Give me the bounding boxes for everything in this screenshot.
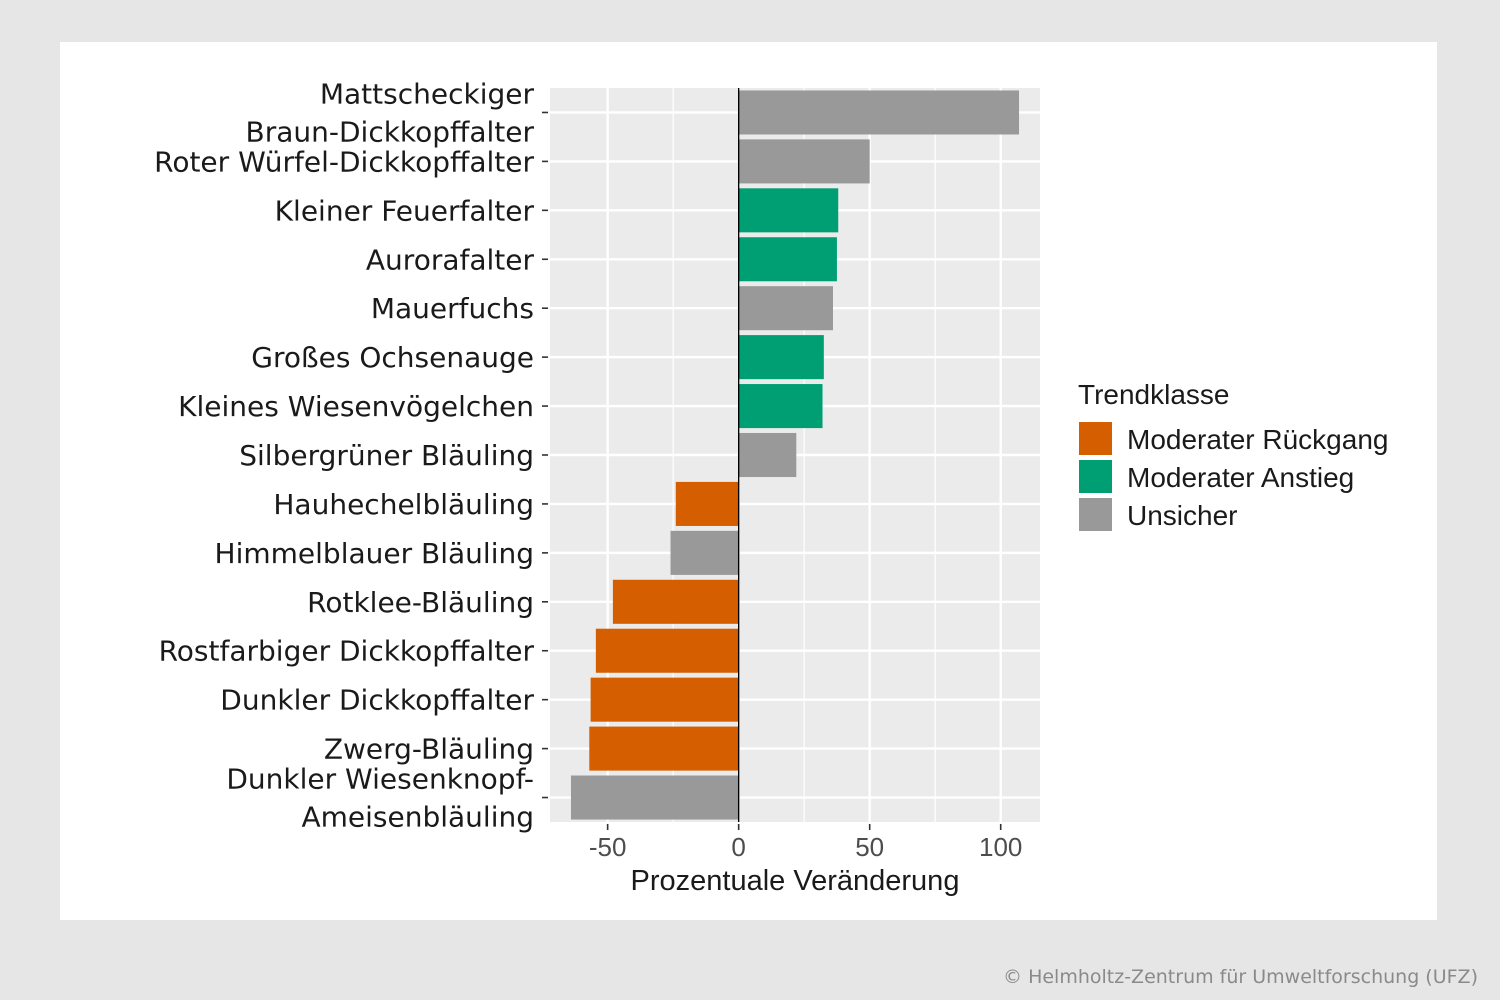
legend: Trendklasse Moderater Rückgang Moderater … — [1077, 379, 1388, 533]
legend-key-anstieg — [1077, 458, 1114, 495]
y-tick-label: Dunkler Wiesenknopf- — [226, 763, 534, 796]
y-tick-label: Zwerg-Bläuling — [324, 733, 534, 766]
y-tick-label: Aurorafalter — [366, 243, 535, 276]
y-tick-label: Mauerfuchs — [371, 292, 534, 325]
legend-label-rueckgang: Moderater Rückgang — [1127, 424, 1388, 455]
y-tick-label: Ameisenbläuling — [301, 801, 534, 834]
y-axis: Mattscheckiger Braun-DickkopffalterRoter … — [154, 77, 548, 834]
y-tick-label: Silbergrüner Bläuling — [239, 439, 534, 472]
bar — [738, 90, 1020, 135]
x-tick-label: -50 — [589, 832, 627, 862]
y-tick-label: Himmelblauer Bläuling — [215, 537, 534, 570]
copyright-notice: © Helmholtz-Zentrum für Umweltforschung … — [1003, 966, 1478, 988]
bar — [738, 432, 797, 478]
y-tick-label: Dunkler Dickkopffalter — [220, 684, 534, 717]
x-axis: -50 0 50 100 — [589, 824, 1022, 862]
y-tick-label: Hauhechelbläuling — [273, 488, 534, 521]
chart-card: Mattscheckiger Braun-Dickkopffalter Roter … — [60, 42, 1437, 920]
x-tick-label: 0 — [731, 832, 745, 862]
y-tick-label: Braun-Dickkopffalter — [246, 115, 535, 148]
bar — [670, 530, 739, 575]
bar — [738, 188, 839, 233]
bar — [675, 481, 739, 526]
legend-key-unsicher — [1077, 496, 1114, 533]
legend-label-unsicher: Unsicher — [1127, 500, 1237, 531]
bar — [738, 139, 870, 184]
x-tick-label: 50 — [855, 832, 884, 862]
bar — [570, 775, 739, 820]
y-tick-label: Rostfarbiger Dickkopffalter — [159, 635, 535, 668]
bars — [570, 90, 1020, 820]
y-tick-label: Kleiner Feuerfalter — [275, 194, 535, 227]
y-tick-label: Mattscheckiger — [320, 77, 535, 110]
legend-title: Trendklasse — [1078, 379, 1229, 410]
y-tick-label: Rotklee-Bläuling — [307, 586, 534, 619]
bar — [590, 677, 739, 722]
bar — [738, 286, 833, 331]
legend-label-anstieg: Moderater Anstieg — [1127, 462, 1354, 493]
y-tick-label: Großes Ochsenauge — [251, 341, 534, 374]
legend-key-rueckgang — [1077, 420, 1114, 457]
y-tick-label: Roter Würfel-Dickkopffalter — [154, 145, 534, 178]
bar-chart: Mattscheckiger Braun-DickkopffalterRoter … — [154, 77, 1388, 897]
bar — [738, 237, 837, 282]
bar — [595, 628, 739, 673]
x-tick-label: 100 — [979, 832, 1022, 862]
y-tick-label: Kleines Wiesenvögelchen — [178, 390, 534, 423]
bar — [589, 726, 739, 771]
x-axis-label: Prozentuale Veränderung — [631, 865, 960, 897]
bar — [738, 384, 823, 429]
bar — [738, 335, 824, 380]
bar — [612, 579, 739, 624]
